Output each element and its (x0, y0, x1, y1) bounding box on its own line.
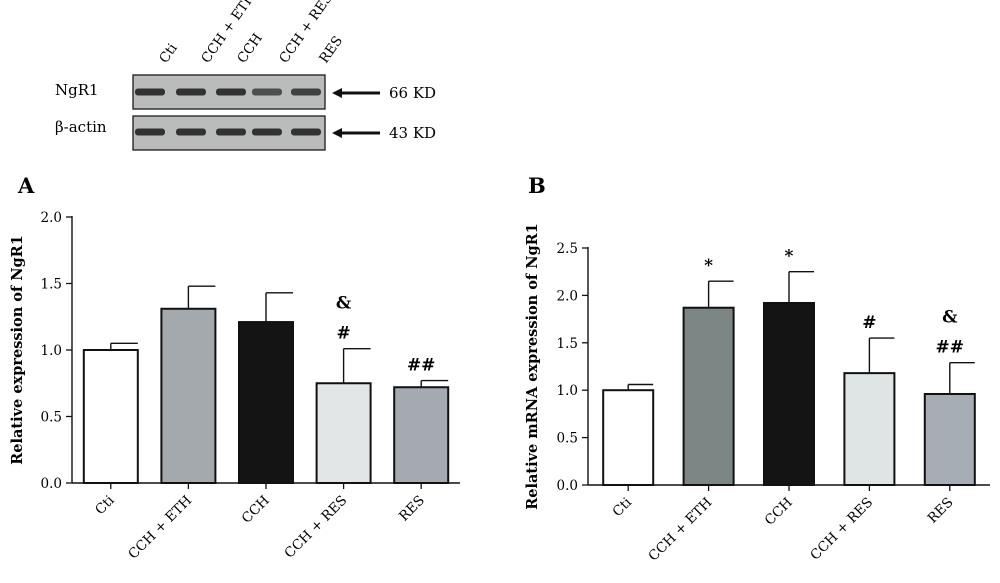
bar (682, 306, 735, 486)
blot-lane-label: RES (316, 33, 346, 66)
blot-band (176, 88, 206, 96)
arrowhead-icon (332, 88, 342, 98)
blot-band (135, 88, 165, 96)
bar (602, 389, 655, 487)
panel-letter: B (528, 173, 546, 198)
y-tick-label: 1.0 (41, 343, 62, 359)
bar (843, 372, 896, 486)
bar (315, 382, 372, 484)
blot-band (291, 128, 321, 136)
y-axis-label: Relative expression of NgR1 (9, 235, 26, 465)
significance-mark: & (942, 308, 958, 328)
x-tick-label: Cti (610, 494, 636, 520)
panel-a: A Relative expression of NgR1 0.0 0.5 1.0 1.5… (9, 173, 460, 562)
blot-lane-label: CCH (234, 30, 266, 66)
significance-mark: # (336, 324, 350, 344)
y-tick-label: 1.0 (557, 383, 578, 399)
x-tick-label: CCH (239, 492, 273, 526)
y-tick-label: 2.0 (41, 210, 62, 226)
blot-band (252, 128, 282, 136)
y-tick-label: 0.0 (557, 478, 578, 494)
significance-mark: # (862, 313, 876, 333)
bar (160, 307, 217, 484)
x-tick-label: RES (396, 493, 428, 525)
blot-band (135, 128, 165, 136)
blot-band-size: 66 KD (389, 84, 436, 102)
y-tick-label: 2.0 (557, 288, 578, 304)
y-tick-label: 2.5 (557, 241, 578, 257)
y-tick-label: 0.0 (41, 476, 62, 492)
y-tick-label: 0.5 (557, 431, 578, 447)
x-tick-label: CCH + ETH (125, 492, 195, 562)
y-tick-label: 1.5 (41, 277, 62, 293)
x-tick-label: CCH + ETH (645, 494, 715, 564)
significance-mark: & (336, 294, 352, 314)
y-tick-label: 1.5 (557, 336, 578, 352)
x-tick-label: RES (925, 495, 957, 527)
significance-mark: ## (407, 356, 436, 376)
significance-mark: * (704, 256, 713, 276)
x-tick-label: CCH (762, 494, 796, 528)
x-tick-label: CCH + RES (807, 495, 876, 564)
x-tick-label: Cti (92, 492, 118, 518)
blot-row-label: β-actin (55, 118, 107, 136)
significance-mark: ## (936, 338, 965, 358)
blot-band (176, 128, 206, 136)
blot-lane-label: Cti (156, 40, 181, 66)
panel-b: B Relative mRNA expression of NgR1 0.0 0.5 1… (524, 173, 990, 564)
blot-band (216, 128, 246, 136)
bar (923, 392, 976, 487)
bar (82, 349, 139, 484)
blot-band-size: 43 KD (389, 124, 436, 142)
y-axis-label: Relative mRNA expression of NgR1 (524, 223, 541, 510)
blot-band (216, 88, 246, 96)
bar (393, 386, 450, 484)
x-tick-label: CCH + RES (281, 493, 350, 562)
blot-band (252, 88, 282, 96)
panel-letter: A (17, 173, 35, 198)
arrowhead-icon (332, 128, 342, 138)
blot-row-label: NgR1 (55, 81, 99, 99)
y-tick-label: 0.5 (41, 410, 62, 426)
bar (763, 301, 815, 487)
bar (238, 321, 294, 484)
blot-band (291, 88, 321, 96)
significance-mark: * (785, 247, 794, 267)
